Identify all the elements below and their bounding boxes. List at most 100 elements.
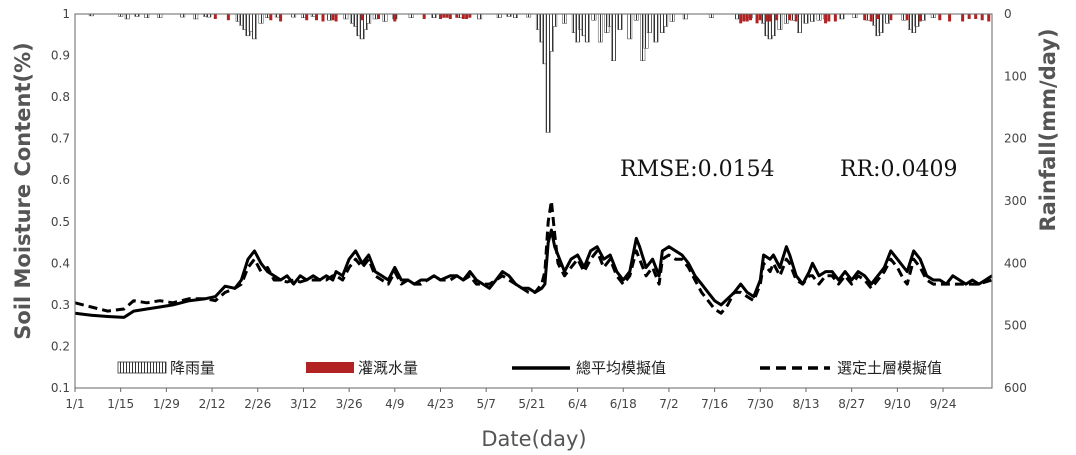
rainfall-bar <box>646 13 652 33</box>
x-axis-title: Date(day) <box>481 427 586 451</box>
irrigation-bar <box>775 14 779 21</box>
y2-axis-ticks: 0 100 200 300 400 500 600 <box>1004 7 1027 395</box>
rainfall-bar <box>343 13 349 20</box>
irrigation-bar <box>279 14 283 22</box>
rainfall-bar <box>300 13 306 18</box>
rainfall-bar <box>591 13 597 21</box>
irrigation-bar <box>794 14 798 22</box>
legend: 降雨量 灌溉水量 總平均模擬值 選定土層模擬值 <box>117 359 942 377</box>
rainfall-bar <box>735 13 740 20</box>
x-tick-label: 7/30 <box>747 397 774 411</box>
x-tick-label: 7/2 <box>659 397 678 411</box>
rainfall-bar <box>513 13 519 18</box>
irrigation-bar <box>765 14 769 22</box>
rainfall-bar <box>457 13 463 18</box>
rainfall-bar <box>562 13 567 24</box>
legend-label-selected: 選定土層模擬值 <box>837 359 942 377</box>
rainfall-bar <box>865 13 871 21</box>
irrigation-bar <box>974 14 978 19</box>
irrigation-bar <box>393 14 397 22</box>
rainfall-bar <box>144 13 150 18</box>
irrigation-bar <box>889 14 893 21</box>
rainfall-bar <box>431 13 437 18</box>
rainfall-bar <box>797 13 802 33</box>
irrigation-bar <box>360 14 364 21</box>
y-tick-label: 0.5 <box>51 215 70 229</box>
rainfall-bar <box>914 13 920 27</box>
x-tick-label: 1/15 <box>107 397 134 411</box>
x-tick-label: 4/9 <box>385 397 404 411</box>
irrigation-bar <box>442 14 446 18</box>
y-axis-ticks: 0.1 0.2 0.3 0.4 0.5 0.6 0.7 0.8 0.9 1 <box>51 7 70 395</box>
rainfall-bar <box>669 13 675 22</box>
x-tick-label: 6/4 <box>568 397 587 411</box>
rainfall-bar <box>552 13 558 27</box>
rainfall-bar <box>408 13 414 18</box>
y2-tick-label: 0 <box>1004 7 1012 21</box>
x-tick-label: 3/12 <box>290 397 317 411</box>
x-tick-label: 1/29 <box>153 397 180 411</box>
rainfall-bar <box>617 13 623 30</box>
rainfall-bar <box>777 13 783 30</box>
x-tick-label: 8/27 <box>838 397 865 411</box>
x-tick-label: 2/12 <box>199 397 226 411</box>
rainfall-bar <box>258 13 264 24</box>
x-tick-label: 1/1 <box>65 397 84 411</box>
irrigation-bar <box>758 14 762 21</box>
rainfall-bar <box>885 13 891 24</box>
y-tick-label: 0.7 <box>51 132 70 146</box>
irrigation-bar <box>334 14 338 22</box>
rainfall-bar <box>265 13 270 18</box>
rainfall-bar <box>921 13 926 21</box>
x-axis-ticks: 1/1 1/15 1/29 2/12 2/26 3/12 3/26 4/9 4/23 5/7 5/2… <box>65 388 957 411</box>
x-tick-label: 4/23 <box>427 397 454 411</box>
x-tick-label: 8/13 <box>793 397 820 411</box>
rainfall-bar <box>366 13 372 24</box>
legend-label-irrigation: 灌溉水量 <box>358 359 418 377</box>
irrigation-bar <box>465 14 469 19</box>
rainfall-bar <box>852 13 858 18</box>
legend-swatch-irrigation <box>306 362 354 373</box>
x-tick-label: 6/18 <box>610 397 637 411</box>
irrigation-bar <box>226 14 230 21</box>
irrigation-bar <box>305 14 309 21</box>
rmse-annotation: RMSE:0.0154 <box>620 157 775 182</box>
rainfall-bar <box>252 13 257 40</box>
x-tick-label: 3/26 <box>336 397 363 411</box>
legend-label-average: 總平均模擬值 <box>576 359 666 377</box>
rainfall-bar <box>663 13 669 27</box>
y2-tick-label: 200 <box>1004 132 1027 146</box>
y2-tick-label: 400 <box>1004 256 1027 270</box>
y2-tick-label: 600 <box>1004 381 1027 395</box>
rainfall-bars <box>88 13 936 133</box>
rainfall-bar <box>611 13 616 61</box>
rainfall-bar <box>584 13 590 43</box>
irrigation-bar <box>967 14 971 19</box>
y2-tick-label: 300 <box>1004 194 1027 208</box>
irrigation-bar <box>824 14 828 24</box>
irrigation-bar <box>422 14 426 19</box>
irrigation-bar <box>739 14 743 24</box>
rainfall-bar <box>157 13 163 18</box>
irrigation-bar <box>827 14 831 22</box>
series-lines <box>74 199 993 319</box>
y-tick-label: 0.6 <box>51 173 70 187</box>
irrigation-bar <box>745 14 749 22</box>
irrigation-bar <box>863 14 867 21</box>
rainfall-bar <box>496 13 502 18</box>
y-tick-label: 0.9 <box>51 49 70 63</box>
y2-axis-title: Rainfall(mm/day) <box>1036 28 1060 231</box>
rainfall-bar <box>930 13 936 18</box>
selected-layer-line <box>74 199 993 315</box>
rainfall-bar <box>783 13 789 24</box>
legend-label-rainfall: 降雨量 <box>170 359 215 377</box>
legend-swatch-rainfall <box>117 361 167 374</box>
rainfall-bar <box>477 13 483 20</box>
irrigation-bar <box>468 14 472 18</box>
irrigation-bar <box>788 14 792 21</box>
irrigation-bar <box>749 14 753 21</box>
irrigation-bar <box>833 14 837 22</box>
irrigation-bar <box>269 14 273 21</box>
irrigation-bar <box>961 14 965 22</box>
